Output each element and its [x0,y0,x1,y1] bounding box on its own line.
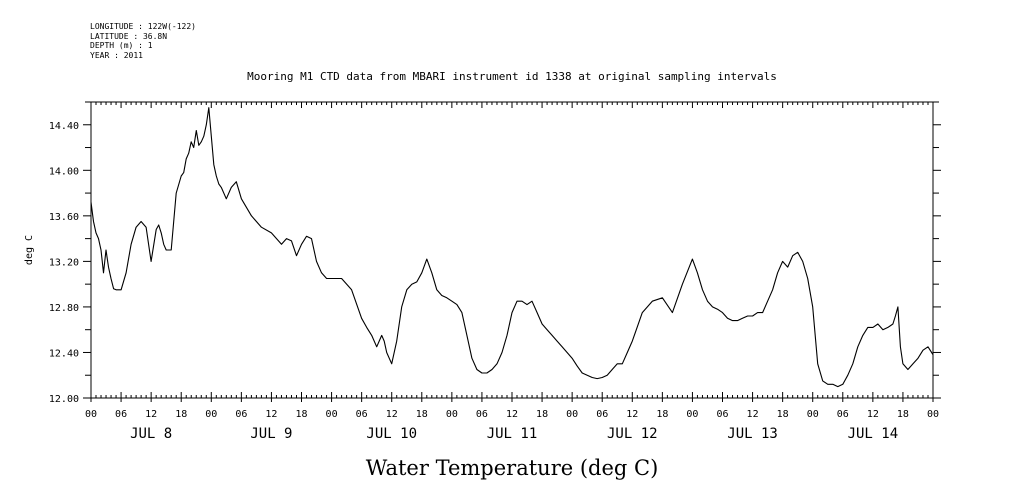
x-tick-label: 00 [566,409,578,420]
series-line [90,107,934,388]
x-tick-label: 06 [115,409,127,420]
x-tick-label: 12 [506,409,518,420]
x-tick-label: 18 [295,409,307,420]
x-day-label: JUL 11 [487,426,538,442]
x-tick-label: 00 [446,409,458,420]
x-tick-label: 12 [867,409,879,420]
y-tick-label: 13.60 [49,212,79,223]
x-tick-label: 12 [145,409,157,420]
y-tick-label: 14.00 [49,166,79,177]
x-tick-label: 00 [205,409,217,420]
x-day-label: JUL 8 [130,426,172,442]
x-tick-label: 18 [416,409,428,420]
metadata-block: LONGITUDE : 122W(-122) LATITUDE : 36.8N … [90,22,196,60]
year-text: YEAR : 2011 [90,50,143,60]
x-tick-label: 18 [897,409,909,420]
y-tick-label: 12.80 [49,303,79,314]
x-tick-label: 06 [716,409,728,420]
longitude-text: LONGITUDE : 122W(-122) [90,22,196,31]
axis-ticks [83,101,941,402]
x-tick-label: 12 [386,409,398,420]
depth-text: DEPTH (m) : 1 [90,41,153,50]
y-tick-label: 12.40 [49,348,79,359]
y-axis-label: deg C [24,235,35,265]
x-tick-label: 18 [536,409,548,420]
x-tick-label: 00 [686,409,698,420]
x-tick-label: 06 [837,409,849,420]
x-tick-label: 18 [777,409,789,420]
x-tick-label: 06 [596,409,608,420]
x-tick-label: 00 [326,409,338,420]
x-tick-label: 18 [656,409,668,420]
x-tick-label: 00 [85,409,97,420]
x-tick-label: 06 [356,409,368,420]
x-tick-label: 12 [747,409,759,420]
chart-title: Mooring M1 CTD data from MBARI instrumen… [247,70,777,83]
x-day-label: JUL 9 [250,426,292,442]
tick-labels: 00 06 12 18 00 06 12 18 00 06 12 18 00 06 12 18 00 06 12 18… [49,121,939,442]
x-tick-label: 06 [476,409,488,420]
x-day-label: JUL 14 [848,426,899,442]
x-tick-label: 12 [265,409,277,420]
x-day-label: JUL 10 [366,426,417,442]
x-day-label: JUL 12 [607,426,658,442]
plot-frame [90,101,934,399]
x-day-label: JUL 13 [727,426,778,442]
latitude-text: LATITUDE : 36.8N [90,31,168,41]
x-axis-label: Water Temperature (deg C) [366,456,659,480]
y-tick-label: 13.20 [49,257,79,268]
y-tick-label: 14.40 [49,121,79,132]
x-tick-label: 00 [927,409,939,420]
x-tick-label: 18 [175,409,187,420]
x-tick-label: 12 [626,409,638,420]
y-tick-label: 12.00 [49,394,79,405]
x-tick-label: 06 [235,409,247,420]
x-tick-label: 00 [807,409,819,420]
